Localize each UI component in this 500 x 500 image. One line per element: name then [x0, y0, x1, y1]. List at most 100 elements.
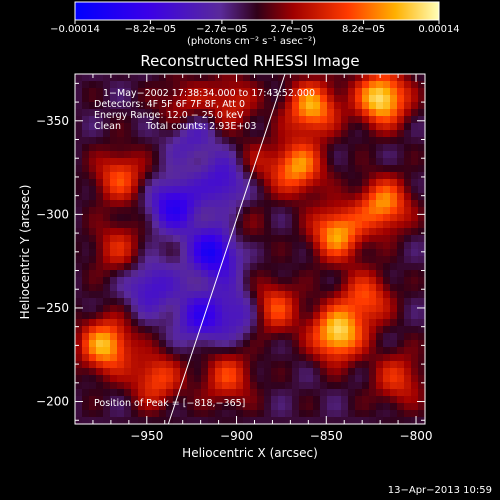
heatmap-cell [320, 305, 328, 313]
heatmap-cell [292, 144, 300, 152]
heatmap-cell [348, 74, 356, 82]
heatmap-cell [201, 207, 209, 215]
heatmap-cell [292, 361, 300, 369]
heatmap-cell [215, 116, 223, 124]
heatmap-cell [117, 193, 125, 201]
heatmap-cell [383, 263, 391, 271]
heatmap-cell [215, 284, 223, 292]
heatmap-cell [131, 361, 139, 369]
heatmap-cell [334, 249, 342, 257]
heatmap-cell [229, 137, 237, 145]
heatmap-cell [180, 410, 188, 418]
heatmap-cell [334, 305, 342, 313]
heatmap-cell [285, 95, 293, 103]
heatmap-cell [369, 375, 377, 383]
heatmap-cell [124, 235, 132, 243]
heatmap-cell [159, 95, 167, 103]
heatmap-cell [236, 179, 244, 187]
heatmap-cell [159, 165, 167, 173]
heatmap-cell [131, 375, 139, 383]
heatmap-cell [124, 95, 132, 103]
heatmap-cell [201, 172, 209, 180]
heatmap-cell [348, 200, 356, 208]
heatmap-cell [131, 347, 139, 355]
heatmap-cell [411, 256, 419, 264]
heatmap-cell [243, 144, 251, 152]
heatmap-cell [397, 109, 405, 117]
heatmap-cell [173, 263, 181, 271]
heatmap-cell [362, 74, 370, 82]
heatmap-cell [299, 375, 307, 383]
heatmap-cell [264, 298, 272, 306]
heatmap-cell [278, 88, 286, 96]
heatmap-cell [278, 312, 286, 320]
heatmap-cell [320, 214, 328, 222]
heatmap-cell [271, 200, 279, 208]
heatmap-cell [369, 186, 377, 194]
heatmap-cell [187, 347, 195, 355]
heatmap-cell [334, 347, 342, 355]
heatmap-cell [89, 193, 97, 201]
heatmap-cell [313, 207, 321, 215]
heatmap-cell [187, 130, 195, 138]
colorbar-gradient [74, 1, 440, 21]
heatmap-cell [355, 242, 363, 250]
heatmap-cell [110, 165, 118, 173]
heatmap-cell [278, 235, 286, 243]
heatmap-cell [418, 403, 426, 411]
heatmap-cell [110, 417, 118, 425]
heatmap-cell [159, 305, 167, 313]
heatmap-cell [236, 256, 244, 264]
heatmap-cell [201, 235, 209, 243]
heatmap-cell [222, 137, 230, 145]
heatmap-cell [236, 172, 244, 180]
heatmap-cell [166, 340, 174, 348]
heatmap-cell [138, 95, 146, 103]
heatmap-cell [313, 81, 321, 89]
heatmap-cell [180, 298, 188, 306]
heatmap-cell [194, 368, 202, 376]
heatmap-cell [89, 151, 97, 159]
heatmap-cell [397, 123, 405, 131]
heatmap-cell [271, 284, 279, 292]
heatmap-cell [201, 179, 209, 187]
heatmap-cell [82, 347, 90, 355]
heatmap-cell [159, 354, 167, 362]
heatmap-cell [411, 312, 419, 320]
heatmap-cell [383, 95, 391, 103]
heatmap-cell [299, 396, 307, 404]
heatmap-cell [292, 340, 300, 348]
heatmap-cell [250, 221, 258, 229]
heatmap-cell [194, 396, 202, 404]
heatmap-cell [313, 228, 321, 236]
heatmap-cell [404, 88, 412, 96]
heatmap-cell [383, 291, 391, 299]
heatmap-cell [194, 249, 202, 257]
heatmap-cell [313, 123, 321, 131]
heatmap-cell [285, 319, 293, 327]
heatmap-cell [299, 361, 307, 369]
heatmap-cell [201, 95, 209, 103]
heatmap-cell [187, 186, 195, 194]
heatmap-cell [334, 382, 342, 390]
heatmap-cell [341, 396, 349, 404]
heatmap-cell [75, 347, 83, 355]
heatmap-cell [404, 193, 412, 201]
heatmap-cell [110, 396, 118, 404]
heatmap-cell [236, 116, 244, 124]
heatmap-cell [89, 137, 97, 145]
heatmap-cell [390, 81, 398, 89]
heatmap-cell [103, 130, 111, 138]
heatmap-cell [313, 137, 321, 145]
heatmap-cell [264, 277, 272, 285]
heatmap-cell [215, 319, 223, 327]
heatmap-cell [250, 354, 258, 362]
heatmap-cell [397, 417, 405, 425]
heatmap-cell [362, 95, 370, 103]
heatmap-cell [103, 277, 111, 285]
heatmap-cell [383, 340, 391, 348]
heatmap-cell [397, 389, 405, 397]
heatmap-cell [138, 151, 146, 159]
heatmap-cell [229, 277, 237, 285]
heatmap-cell [110, 270, 118, 278]
